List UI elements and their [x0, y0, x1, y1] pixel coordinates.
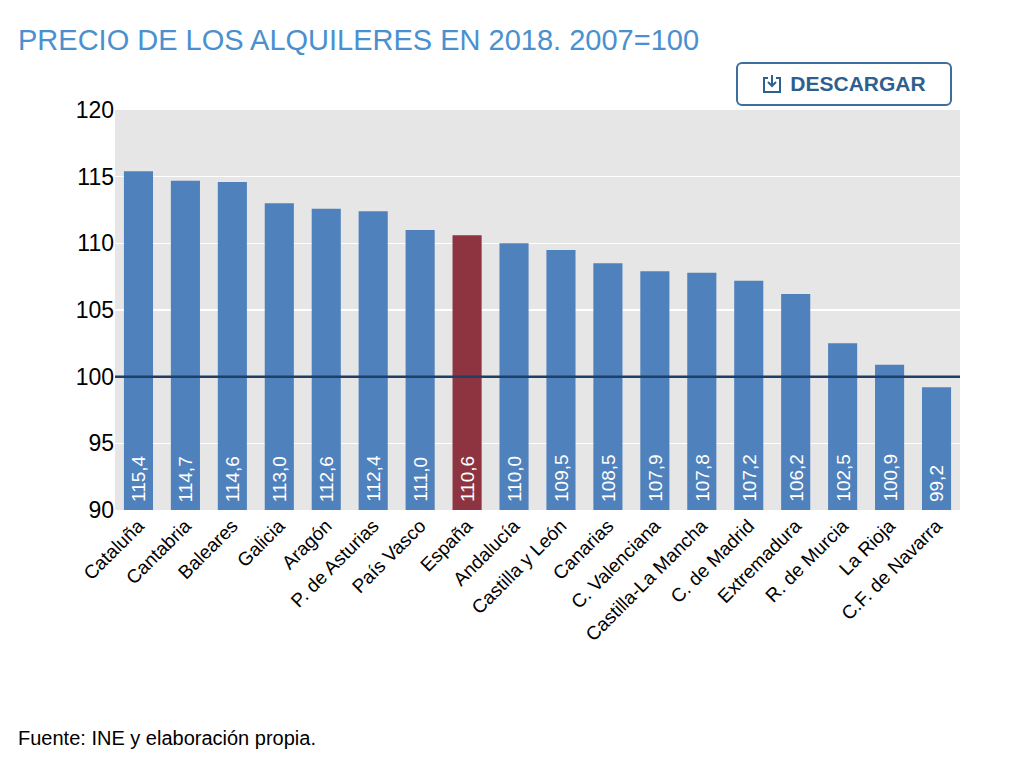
svg-text:112,6: 112,6 — [316, 456, 337, 502]
svg-text:113,0: 113,0 — [269, 456, 290, 502]
svg-text:PRECIO DE LOS ALQUILERES EN 20: PRECIO DE LOS ALQUILERES EN 2018. 2007=1… — [18, 24, 699, 56]
svg-text:95: 95 — [88, 430, 114, 456]
svg-text:115,4: 115,4 — [128, 455, 149, 502]
svg-text:105: 105 — [76, 297, 114, 323]
svg-text:111,0: 111,0 — [410, 457, 431, 502]
svg-text:108,5: 108,5 — [598, 454, 619, 502]
svg-text:120: 120 — [76, 97, 114, 123]
svg-text:99,2: 99,2 — [926, 465, 947, 502]
svg-text:107,8: 107,8 — [692, 454, 713, 502]
svg-text:110: 110 — [77, 230, 114, 256]
svg-text:107,9: 107,9 — [645, 454, 666, 502]
svg-text:114,7: 114,7 — [175, 456, 196, 502]
svg-text:Castilla-La Mancha: Castilla-La Mancha — [582, 515, 712, 645]
svg-text:110,6: 110,6 — [457, 456, 478, 502]
svg-text:90: 90 — [88, 497, 114, 523]
svg-text:Castilla y León: Castilla y León — [468, 515, 571, 618]
svg-text:114,6: 114,6 — [222, 456, 243, 502]
svg-text:R. de Murcia: R. de Murcia — [761, 515, 852, 606]
svg-text:España: España — [416, 515, 477, 576]
svg-text:110,0: 110,0 — [504, 456, 525, 502]
svg-text:C. Valenciana: C. Valenciana — [567, 515, 665, 613]
svg-text:País Vasco: País Vasco — [348, 515, 430, 597]
svg-text:107,2: 107,2 — [739, 454, 760, 502]
html-text:Fuente: INE y elaboración prop: Fuente: INE y elaboración propia. — [18, 727, 316, 749]
svg-text:Cataluña: Cataluña — [79, 515, 148, 584]
svg-text:Canarias: Canarias — [549, 515, 618, 584]
svg-text:Aragón: Aragón — [278, 515, 336, 573]
svg-text:102,5: 102,5 — [833, 454, 854, 502]
svg-text:109,5: 109,5 — [551, 454, 572, 502]
svg-text:Baleares: Baleares — [174, 515, 242, 583]
svg-text:106,2: 106,2 — [786, 454, 807, 502]
svg-text:P. de Asturias: P. de Asturias — [287, 515, 383, 611]
svg-text:Galicia: Galicia — [233, 515, 289, 571]
svg-text:100,9: 100,9 — [880, 454, 901, 502]
svg-text:La Rioja: La Rioja — [835, 515, 899, 579]
svg-text:112,4: 112,4 — [363, 455, 384, 502]
svg-text:Extremadura: Extremadura — [713, 515, 805, 607]
svg-text:C.F. de Navarra: C.F. de Navarra — [837, 515, 946, 624]
svg-text:Andalucía: Andalucía — [449, 515, 524, 590]
svg-text:115: 115 — [77, 164, 114, 190]
svg-text:Cantabria: Cantabria — [122, 515, 195, 588]
svg-text:100: 100 — [76, 364, 114, 390]
html-text:DESCARGAR: DESCARGAR — [790, 72, 926, 95]
svg-text:C. de Madrid: C. de Madrid — [667, 515, 759, 607]
